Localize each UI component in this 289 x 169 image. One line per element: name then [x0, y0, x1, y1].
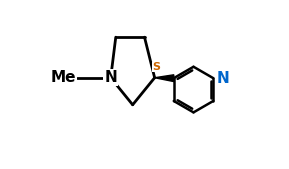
Text: N: N — [104, 70, 117, 85]
Text: N: N — [216, 71, 229, 86]
Text: Me: Me — [51, 70, 76, 85]
Text: S: S — [152, 62, 160, 72]
Polygon shape — [155, 75, 174, 81]
